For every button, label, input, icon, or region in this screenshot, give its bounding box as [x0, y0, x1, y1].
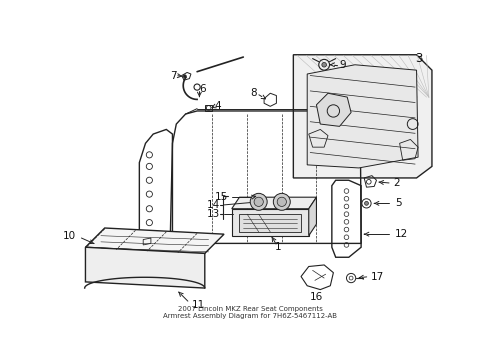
Circle shape	[321, 62, 326, 67]
Text: 12: 12	[394, 229, 407, 239]
Text: 2007 Lincoln MKZ Rear Seat Components
Armrest Assembly Diagram for 7H6Z-5467112-: 2007 Lincoln MKZ Rear Seat Components Ar…	[163, 306, 337, 319]
Bar	[204, 105, 212, 111]
Text: 13: 13	[206, 209, 220, 219]
Text: 5: 5	[394, 198, 401, 208]
Polygon shape	[306, 65, 417, 168]
Polygon shape	[85, 247, 204, 288]
Text: 15: 15	[214, 192, 227, 202]
Circle shape	[183, 75, 186, 78]
Text: 16: 16	[309, 292, 323, 302]
Text: 11: 11	[191, 300, 204, 310]
Circle shape	[273, 193, 290, 210]
Circle shape	[250, 193, 266, 210]
Circle shape	[277, 197, 286, 206]
Text: 8: 8	[249, 88, 256, 98]
Text: 4: 4	[214, 101, 221, 111]
Text: 10: 10	[63, 231, 76, 241]
Text: 1: 1	[274, 242, 281, 252]
Polygon shape	[308, 197, 316, 236]
Polygon shape	[293, 55, 431, 178]
Text: 9: 9	[339, 60, 346, 70]
Text: 2: 2	[393, 178, 399, 188]
Polygon shape	[239, 214, 301, 232]
Text: 14: 14	[206, 200, 220, 210]
Polygon shape	[231, 197, 316, 209]
Text: 6: 6	[199, 84, 205, 94]
Circle shape	[254, 197, 263, 206]
Text: 17: 17	[369, 271, 383, 282]
Polygon shape	[231, 209, 308, 236]
Text: 3: 3	[414, 52, 422, 65]
Text: 7: 7	[169, 71, 176, 81]
Polygon shape	[316, 93, 350, 126]
Circle shape	[364, 202, 367, 205]
Polygon shape	[85, 228, 224, 253]
